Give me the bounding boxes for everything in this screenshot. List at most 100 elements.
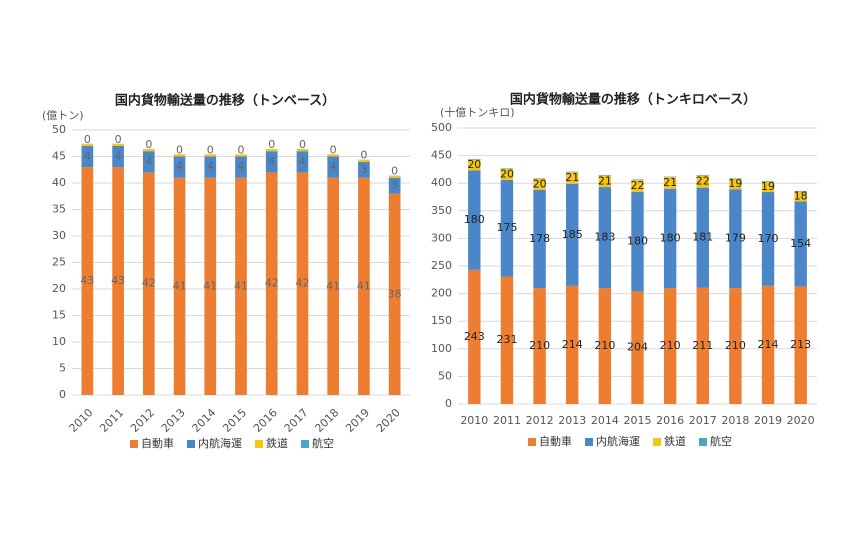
x-tick-label: 2020 [787,414,815,427]
y-tick-label: 500 [431,121,452,134]
x-tick-label: 2010 [67,406,96,435]
data-label: 20 [500,167,514,180]
x-tick-label: 2018 [312,406,341,435]
bar-segment [599,175,611,176]
data-label: 170 [758,232,779,245]
x-tick-label: 2017 [689,414,717,427]
data-label: 4 [238,160,245,173]
bar-segment [566,172,578,173]
data-label: 211 [692,339,713,352]
data-label: 38 [388,287,402,300]
bar-segment [533,178,545,179]
x-tick-label: 2011 [493,414,521,427]
y-tick-label: 300 [431,231,452,244]
legend-swatch [528,438,536,446]
data-label: 180 [627,235,648,248]
data-label: 41 [326,279,340,292]
data-label: 185 [562,228,583,241]
y-tick-label: 5 [59,362,66,375]
data-label: 210 [529,339,550,352]
x-tick-label: 2011 [97,406,126,435]
bar-segment [762,181,774,182]
data-label: 41 [203,279,217,292]
bar-segment [697,175,709,176]
data-label: 243 [464,330,485,343]
data-label: 210 [594,339,615,352]
y-tick-label: 400 [431,176,452,189]
data-label: 21 [598,174,612,187]
x-tick-label: 2012 [128,406,157,435]
data-label: 22 [696,175,710,188]
x-tick-label: 2019 [343,406,372,435]
x-tick-label: 2013 [558,414,586,427]
data-label: 0 [145,138,152,151]
legend-swatch [699,438,707,446]
data-label: 42 [142,277,156,290]
x-tick-label: 2013 [159,406,188,435]
bar-segment [468,159,480,160]
legend-label: 鉄道 [266,436,288,450]
y-tick-label: 150 [431,314,452,327]
x-tick-label: 2014 [190,406,219,435]
data-label: 21 [565,171,579,184]
data-label: 0 [268,138,275,151]
data-label: 43 [111,274,125,287]
data-label: 3 [391,179,398,192]
data-label: 4 [145,155,152,168]
y-tick-label: 100 [431,342,452,355]
legend-label: 自動車 [539,434,572,448]
data-label: 4 [84,150,91,163]
data-label: 4 [268,155,275,168]
legend-label: 内航海運 [198,436,242,450]
y-axis-label: (十億トンキロ) [440,105,515,119]
x-tick-label: 2016 [656,414,684,427]
data-label: 178 [529,232,550,245]
data-label: 154 [790,237,811,250]
chart-title: 国内貨物輸送量の推移（トンベース） [115,93,335,109]
x-tick-label: 2012 [526,414,554,427]
legend-swatch [130,440,138,448]
data-label: 20 [533,177,547,190]
legend-swatch [653,438,661,446]
legend-swatch [187,440,195,448]
bar-segment [794,191,806,192]
data-label: 4 [330,160,337,173]
data-label: 210 [725,339,746,352]
y-tick-label: 15 [52,309,66,322]
bar-segment [501,168,513,169]
y-tick-label: 45 [52,150,66,163]
data-label: 0 [330,143,337,156]
data-label: 0 [360,149,367,162]
data-label: 41 [173,279,187,292]
x-tick-label: 2019 [754,414,782,427]
data-label: 214 [562,338,583,351]
y-tick-label: 35 [52,203,66,216]
y-tick-label: 20 [52,282,66,295]
x-tick-label: 2014 [591,414,619,427]
legend-label: 内航海運 [596,434,640,448]
data-label: 0 [391,165,398,178]
data-label: 19 [728,177,742,190]
data-label: 179 [725,232,746,245]
y-tick-label: 350 [431,204,452,217]
data-label: 22 [631,179,645,192]
legend-swatch [255,440,263,448]
y-axis-label: (億トン) [42,109,84,122]
data-label: 4 [115,150,122,163]
x-tick-label: 2010 [460,414,488,427]
data-label: 175 [496,221,517,234]
data-label: 214 [758,338,779,351]
x-tick-label: 2017 [282,406,311,435]
data-label: 3 [360,163,367,176]
y-tick-label: 25 [52,256,66,269]
data-label: 0 [207,143,214,156]
data-label: 231 [496,333,517,346]
x-tick-label: 2015 [220,406,249,435]
y-tick-label: 0 [445,397,452,410]
data-label: 41 [234,279,248,292]
y-tick-label: 50 [52,123,66,136]
y-tick-label: 200 [431,287,452,300]
data-label: 20 [467,158,481,171]
legend-label: 自動車 [141,436,174,450]
